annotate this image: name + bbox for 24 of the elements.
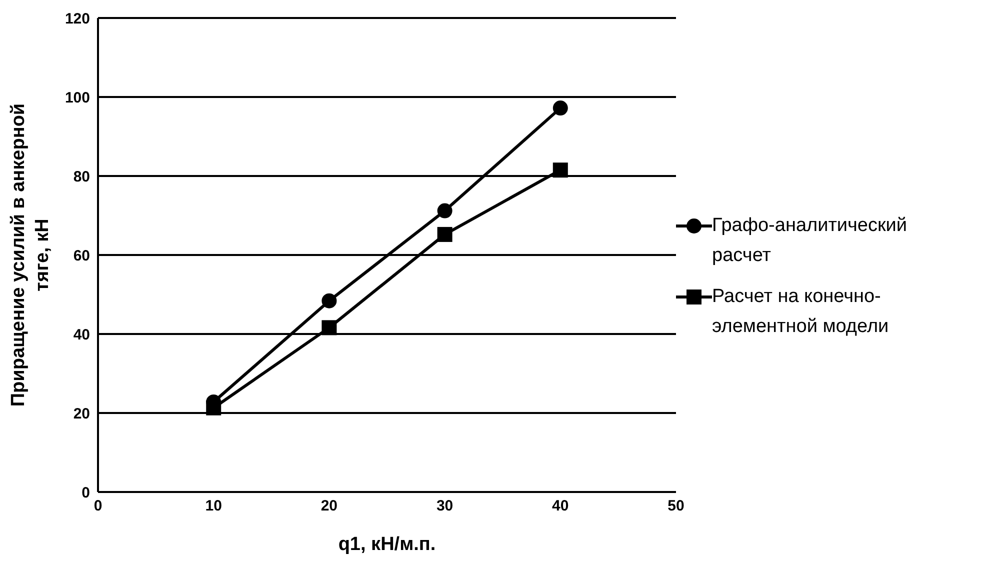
y-tick-label: 80 <box>73 168 90 186</box>
x-tick-label: 30 <box>436 498 454 515</box>
x-tick-label: 20 <box>320 498 338 515</box>
point <box>322 293 337 308</box>
x-tick-label: 0 <box>94 498 102 515</box>
point <box>437 226 452 242</box>
point <box>552 100 568 116</box>
x-tick-label: 10 <box>205 498 222 515</box>
legend-label: Графо-аналитический расчет <box>712 214 908 268</box>
x-tick-label: 40 <box>552 498 569 515</box>
point <box>206 400 222 416</box>
y-tick-label: 60 <box>73 247 90 264</box>
x-tick-label: 50 <box>668 498 684 515</box>
point <box>437 203 452 218</box>
y-tick-label: 40 <box>73 326 90 344</box>
legend-label: Расчет на конечно-элементной модели <box>712 285 890 339</box>
y-tick-label: 20 <box>73 405 90 422</box>
y-tick-label: 0 <box>82 484 90 502</box>
y-tick-label: 120 <box>64 10 90 28</box>
y-axis-title: Приращение усилий в анкерной тяге, кН <box>8 103 53 407</box>
y-tick-label: 100 <box>64 89 90 106</box>
point <box>322 320 337 336</box>
point <box>552 162 568 178</box>
x-axis-title: q1, кН/м.п. <box>338 534 436 555</box>
